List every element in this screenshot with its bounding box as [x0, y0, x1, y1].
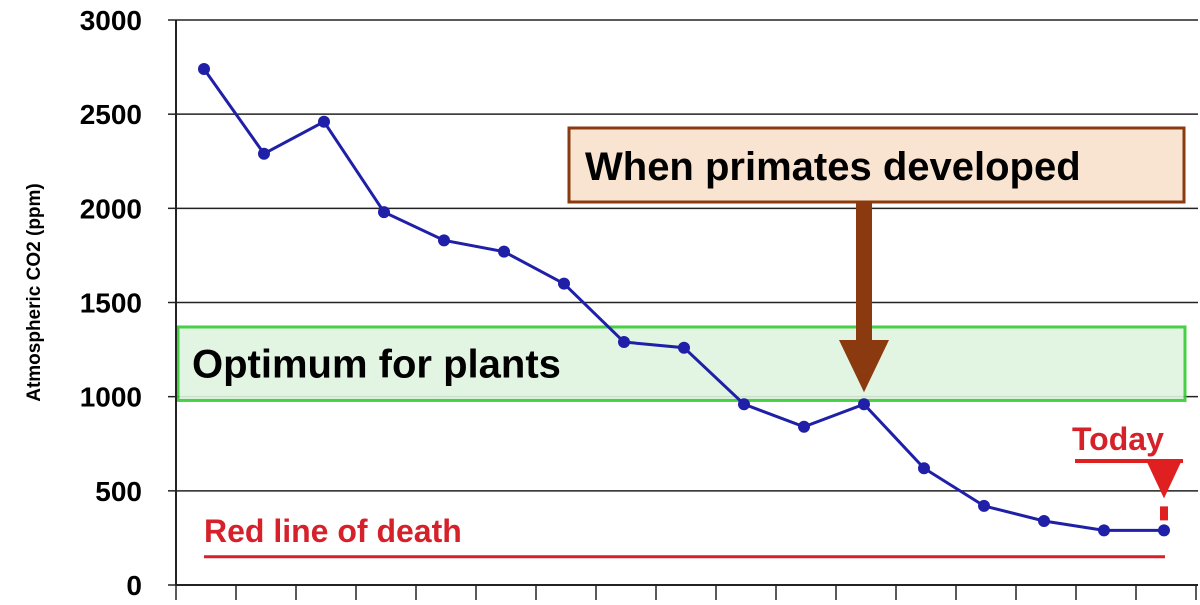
data-point — [1038, 514, 1050, 527]
data-point — [1158, 524, 1170, 537]
red-line-label: Red line of death — [204, 513, 462, 549]
optimum-label: Optimum for plants — [192, 343, 561, 387]
today-arrow-head — [1146, 460, 1182, 499]
today-marker — [1075, 459, 1183, 521]
data-point — [678, 341, 690, 354]
data-point — [198, 62, 210, 75]
data-point — [798, 420, 810, 433]
data-point — [738, 398, 750, 411]
optimum-band — [176, 325, 1187, 402]
y-tick-labels: 0 500 1000 1500 2000 2500 3000 — [80, 5, 142, 601]
data-point — [558, 277, 570, 290]
data-point — [258, 147, 270, 160]
y-tick-label: 2000 — [80, 193, 142, 224]
data-point — [1098, 524, 1110, 537]
primates-callout-box — [567, 126, 1186, 204]
data-point — [318, 115, 330, 128]
primates-arrow — [839, 202, 889, 393]
data-point — [858, 398, 870, 411]
grid-lines — [176, 19, 1198, 492]
primates-label: When primates developed — [585, 145, 1081, 189]
y-tick-label: 0 — [126, 570, 142, 600]
y-tick-label: 1000 — [80, 382, 142, 413]
y-tick-label: 2500 — [80, 99, 142, 130]
today-tick — [1160, 506, 1168, 521]
data-point — [918, 462, 930, 475]
y-tick-label: 1500 — [80, 288, 142, 319]
today-label: Today — [1072, 421, 1164, 457]
axes — [168, 19, 1198, 600]
y-tick-label: 500 — [95, 476, 142, 507]
data-point — [378, 206, 390, 219]
arrow-shaft — [856, 202, 872, 342]
data-point — [498, 245, 510, 258]
data-points — [198, 62, 1170, 537]
data-point — [618, 336, 630, 349]
data-point — [438, 234, 450, 247]
y-tick-label: 3000 — [80, 5, 142, 36]
y-axis-label: Atmospheric CO2 (ppm) — [24, 183, 45, 402]
data-point — [978, 499, 990, 512]
arrow-head — [839, 340, 889, 393]
